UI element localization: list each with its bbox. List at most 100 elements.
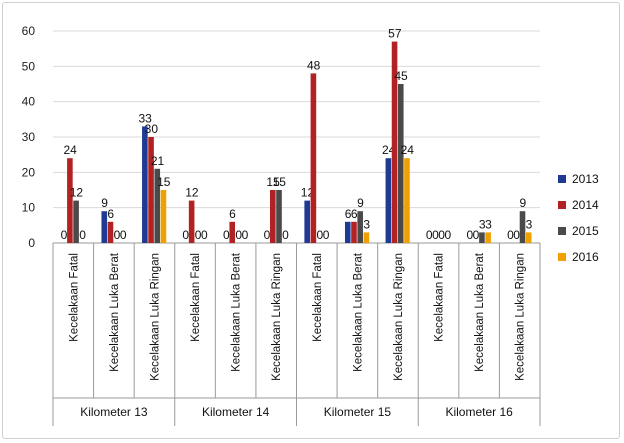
bar xyxy=(357,211,363,243)
data-label: 0 xyxy=(61,228,68,242)
legend-swatch xyxy=(558,201,566,209)
category-label: Kecelakaan Luka Ringan xyxy=(149,253,161,381)
data-label: 3 xyxy=(363,217,370,231)
bar xyxy=(363,232,370,243)
data-label: 0 xyxy=(235,228,242,242)
category-label: Kecelakaan Luka Ringan xyxy=(393,253,405,381)
data-label: 0 xyxy=(223,228,230,242)
data-label: 0 xyxy=(513,228,520,242)
y-tick-label: 30 xyxy=(22,130,36,144)
category-label: Kecelakaan Luka Berat xyxy=(231,252,243,372)
bar xyxy=(344,221,351,243)
bar xyxy=(101,211,108,243)
legend-label: 2016 xyxy=(572,250,599,264)
data-label: 30 xyxy=(145,122,159,136)
category-label: Kecelakaan Luka Ringan xyxy=(271,253,283,381)
data-label: 24 xyxy=(401,143,415,157)
data-label: 0 xyxy=(114,228,121,242)
bar xyxy=(67,158,73,243)
y-tick-label: 50 xyxy=(22,59,36,73)
data-label: 0 xyxy=(473,228,480,242)
bar xyxy=(107,221,114,243)
bar xyxy=(519,211,526,243)
bar xyxy=(229,221,236,243)
data-label: 12 xyxy=(70,186,84,200)
bar xyxy=(160,190,167,243)
data-label: 0 xyxy=(120,228,127,242)
data-label: 0 xyxy=(323,228,330,242)
group-label: Kilometer 14 xyxy=(202,405,270,419)
bar xyxy=(385,158,392,243)
y-tick-label: 20 xyxy=(22,165,36,179)
data-label: 3 xyxy=(526,217,533,231)
data-label: 9 xyxy=(519,196,526,210)
bar xyxy=(310,73,317,244)
bar xyxy=(404,158,410,243)
legend-label: 2015 xyxy=(572,224,599,238)
data-label: 21 xyxy=(151,154,165,168)
bar xyxy=(485,232,491,243)
category-label: Kecelakaan Fatal xyxy=(68,253,80,342)
group-label: Kilometer 16 xyxy=(445,405,513,419)
data-label: 0 xyxy=(432,228,439,242)
legend-swatch xyxy=(558,253,566,261)
data-label: 0 xyxy=(438,228,445,242)
bar xyxy=(304,200,310,243)
data-label: 0 xyxy=(242,228,249,242)
bar xyxy=(525,232,532,243)
bar xyxy=(270,190,276,243)
data-label: 15 xyxy=(157,175,171,189)
data-label: 9 xyxy=(101,196,108,210)
bar xyxy=(276,190,282,243)
data-label: 0 xyxy=(182,228,189,242)
data-label: 48 xyxy=(307,58,321,72)
legend-label: 2014 xyxy=(572,198,599,212)
data-label: 0 xyxy=(466,228,473,242)
bar xyxy=(142,126,148,243)
data-label: 6 xyxy=(351,207,358,221)
category-label: Kecelakaan Luka Berat xyxy=(352,252,364,372)
bar xyxy=(391,41,398,243)
chart-frame: 0 10 20 30 40 50 60 0 9 33 0 0 0 12 6 24 0 0 0 24 6 30 12 6 15 48… xyxy=(2,2,620,439)
data-label: 6 xyxy=(107,207,114,221)
bar xyxy=(397,84,404,243)
data-label: 12 xyxy=(185,186,199,200)
group-label: Kilometer 13 xyxy=(80,405,148,419)
bar xyxy=(479,232,485,243)
data-label: 6 xyxy=(229,207,236,221)
data-label: 15 xyxy=(266,175,280,189)
category-label: Kecelakaan Fatal xyxy=(190,253,202,342)
data-label: 0 xyxy=(317,228,324,242)
bar xyxy=(351,221,357,243)
group-label: Kilometer 15 xyxy=(324,405,392,419)
category-label: Kecelakaan Luka Berat xyxy=(474,252,486,372)
data-label: 0 xyxy=(426,228,433,242)
y-tick-label: 60 xyxy=(22,24,36,38)
data-label: 0 xyxy=(195,228,202,242)
data-label: 3 xyxy=(479,217,486,231)
y-tick-label: 10 xyxy=(22,201,36,215)
data-label: 9 xyxy=(357,196,364,210)
data-label: 57 xyxy=(388,27,402,41)
data-label: 6 xyxy=(345,207,352,221)
data-label: 0 xyxy=(201,228,208,242)
bar xyxy=(73,200,79,243)
data-label: 45 xyxy=(394,69,408,83)
category-label: Kecelakaan Fatal xyxy=(434,253,446,342)
y-tick-label: 40 xyxy=(22,95,36,109)
data-label: 0 xyxy=(264,228,271,242)
y-tick-label: 0 xyxy=(28,236,35,250)
bar xyxy=(188,200,195,243)
data-label: 0 xyxy=(507,228,514,242)
category-label: Kecelakaan Luka Berat xyxy=(109,252,121,372)
legend-swatch xyxy=(558,175,566,183)
data-label: 24 xyxy=(64,143,78,157)
bar xyxy=(148,137,154,243)
category-label: Kecelakaan Fatal xyxy=(312,253,324,342)
category-label: Kecelakaan Luka Ringan xyxy=(515,253,527,381)
legend-label: 2013 xyxy=(572,172,599,186)
legend-swatch xyxy=(558,227,566,235)
data-label: 0 xyxy=(79,228,86,242)
data-label: 15 xyxy=(273,175,287,189)
